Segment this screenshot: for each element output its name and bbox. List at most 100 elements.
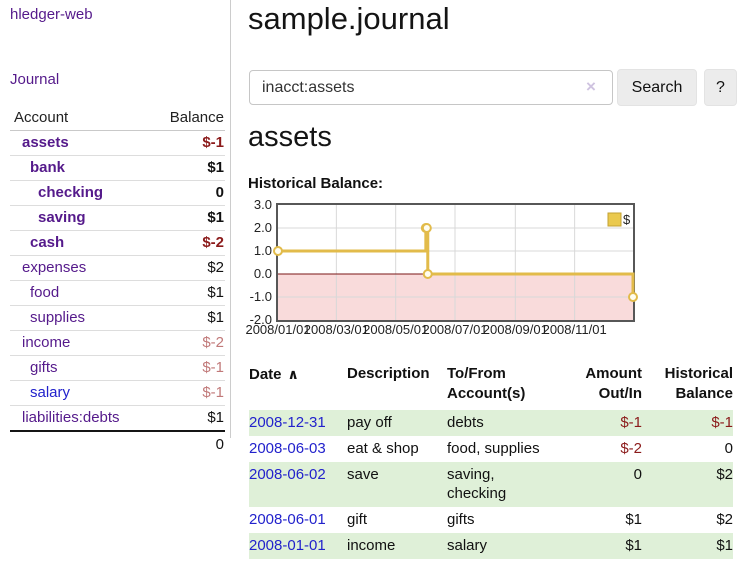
account-balance: $1 [149,280,225,306]
x-tick-label: 2008/07/01 [422,322,488,337]
x-tick-label: 2008/09/01 [482,322,548,337]
account-balance: $-2 [149,230,225,256]
account-link-salary[interactable]: salary [30,384,71,401]
register-amount-cell: $1 [625,511,642,528]
account-link-gifts[interactable]: gifts [30,359,58,376]
register-balance-cell: $1 [716,537,733,554]
column-header-to-from-account-s-: To/From Account(s) [447,365,526,402]
transaction-date-link[interactable]: 2008-06-02 [249,466,326,483]
accounts-header-row: Account Balance [10,106,225,131]
nav-journal-link[interactable]: Journal [10,71,60,88]
legend-label: $ [623,212,631,227]
accounts-table: Account Balance assets $-1 bank $1 checking 0… [10,106,225,457]
sidebar-divider [230,0,231,438]
register-balance-cell: 0 [724,440,733,457]
account-balance: $1 [149,305,225,331]
account-row: liabilities:debts $1 [10,405,225,432]
account-link-checking[interactable]: checking [38,184,104,201]
chart-x-axis: 2008/01/01 2008/03/01 2008/05/01 2008/07/01… [245,322,633,338]
transaction-date-link[interactable]: 2008-12-31 [249,414,326,431]
register-balance-cell: $2 [716,511,733,528]
clear-search-icon[interactable]: × [586,77,596,96]
accounts-header-account: Account [10,106,150,131]
y-tick-label: 3.0 [253,197,272,212]
register-description-cell: save [347,466,379,483]
register-amount-cell: $-1 [620,414,642,431]
column-header-description: Description [347,365,430,382]
x-tick-label: 2008/11/01 [542,322,607,337]
register-row: 2008-06-02 save saving, checking 0 $2 [249,462,733,507]
accounts-header-balance: Balance [149,106,225,131]
accounts-total-value: 0 [215,436,224,453]
register-balance-cell: $-1 [711,414,733,431]
transaction-date-link[interactable]: 2008-01-01 [249,537,326,554]
register-row: 2008-06-01 gift gifts $1 $2 [249,507,733,533]
search-button[interactable]: Search [617,69,697,106]
account-row: saving $1 [10,205,225,231]
account-balance: $-1 [149,355,225,381]
register-table: Date ∧ Description To/From Account(s) Amount O… [249,364,733,559]
transaction-date-link[interactable]: 2008-06-03 [249,440,326,457]
register-amount-cell: $-2 [620,440,642,457]
register-accounts-cell: debts [447,414,484,431]
account-link-bank[interactable]: bank [30,159,66,176]
accounts-total-row: 0 [10,431,225,457]
account-row: salary $-1 [10,380,225,406]
chart-canvas: $ [273,205,638,320]
account-balance: $1 [149,205,225,231]
y-tick-label: -1.0 [249,289,272,304]
register-accounts-cell: saving, checking [447,466,507,502]
column-header-date[interactable]: Date ∧ [249,366,299,383]
transaction-date-link[interactable]: 2008-06-01 [249,511,326,528]
chart-title: Historical Balance: [248,175,384,192]
register-header-row: Date ∧ Description To/From Account(s) Amount O… [249,364,733,410]
historical-balance-chart: $ [273,203,638,322]
account-link-cash[interactable]: cash [30,234,65,251]
register-amount-cell: 0 [633,466,642,483]
account-link-supplies[interactable]: supplies [30,309,86,326]
column-header-amount-out-in: Amount Out/In [585,365,642,402]
register-row: 2008-01-01 income salary $1 $1 [249,533,733,559]
register-description-cell: gift [347,511,368,528]
account-balance: $-1 [149,130,225,156]
register-accounts-cell: gifts [447,511,475,528]
account-link-saving[interactable]: saving [38,209,86,226]
column-header-historical-balance: Historical Balance [664,365,733,402]
sort-ascending-icon: ∧ [287,366,299,382]
brand-link[interactable]: hledger-web [10,6,93,23]
register-accounts-cell: salary [447,537,488,554]
account-link-expenses[interactable]: expenses [22,259,87,276]
account-link-liabilities-debts[interactable]: liabilities:debts [22,409,120,426]
y-tick-label: 2.0 [253,220,272,235]
x-tick-label: 2008/01/01 [245,322,311,337]
account-link-income[interactable]: income [22,334,71,351]
account-row: food $1 [10,280,225,306]
account-row: bank $1 [10,155,225,181]
account-balance: $-1 [149,380,225,406]
account-balance: $-2 [149,330,225,356]
page-title: sample.journal [248,1,450,36]
register-description-cell: eat & shop [347,440,419,457]
help-button[interactable]: ? [704,69,737,106]
account-row: income $-2 [10,330,225,356]
account-row: checking 0 [10,180,225,206]
account-balance: $1 [149,155,225,181]
register-balance-cell: $2 [716,466,733,483]
account-row: cash $-2 [10,230,225,256]
register-accounts-cell: food, supplies [447,440,540,457]
account-row: expenses $2 [10,255,225,281]
register-amount-cell: $1 [625,537,642,554]
search-input[interactable] [249,70,613,105]
account-balance: $1 [149,405,225,432]
x-tick-label: 2008/05/01 [363,322,429,337]
register-row: 2008-06-03 eat & shop food, supplies $-2 0 [249,436,733,462]
register-description-cell: income [347,537,396,554]
account-balance: 0 [149,180,225,206]
register-description-cell: pay off [347,414,392,431]
y-tick-label: 0.0 [253,266,272,281]
register-row: 2008-12-31 pay off debts $-1 $-1 [249,410,733,436]
account-link-food[interactable]: food [30,284,60,301]
account-link-assets[interactable]: assets [22,134,69,151]
account-row: supplies $1 [10,305,225,331]
